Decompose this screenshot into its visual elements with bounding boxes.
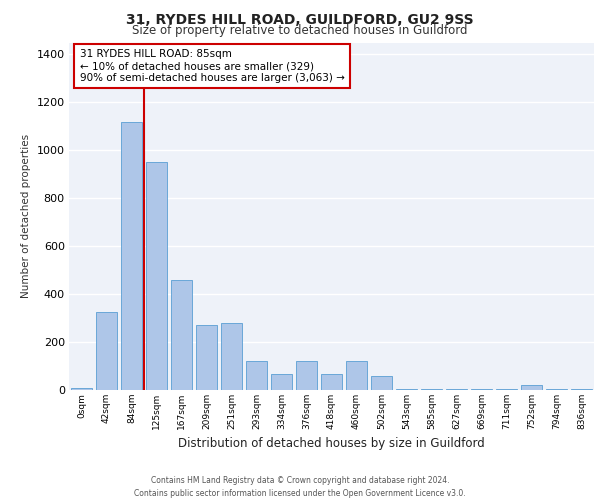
Bar: [521, 385, 542, 390]
Bar: [471, 389, 492, 390]
Bar: [121, 122, 142, 390]
Bar: [221, 323, 242, 390]
Y-axis label: Number of detached properties: Number of detached properties: [21, 134, 31, 298]
Text: Size of property relative to detached houses in Guildford: Size of property relative to detached ho…: [132, 24, 468, 37]
Bar: [571, 389, 592, 390]
Bar: [71, 388, 92, 390]
Text: 31 RYDES HILL ROAD: 85sqm
← 10% of detached houses are smaller (329)
90% of semi: 31 RYDES HILL ROAD: 85sqm ← 10% of detac…: [79, 50, 344, 82]
Text: 31, RYDES HILL ROAD, GUILDFORD, GU2 9SS: 31, RYDES HILL ROAD, GUILDFORD, GU2 9SS: [126, 12, 474, 26]
Bar: [171, 280, 192, 390]
Bar: [446, 389, 467, 390]
Text: Contains HM Land Registry data © Crown copyright and database right 2024.
Contai: Contains HM Land Registry data © Crown c…: [134, 476, 466, 498]
Bar: [496, 389, 517, 390]
Bar: [246, 361, 267, 390]
Bar: [346, 361, 367, 390]
Bar: [421, 389, 442, 390]
Bar: [271, 374, 292, 390]
Bar: [546, 389, 567, 390]
X-axis label: Distribution of detached houses by size in Guildford: Distribution of detached houses by size …: [178, 438, 485, 450]
Bar: [396, 389, 417, 390]
Bar: [321, 374, 342, 390]
Bar: [96, 312, 117, 390]
Bar: [296, 361, 317, 390]
Bar: [196, 326, 217, 390]
Bar: [146, 162, 167, 390]
Bar: [371, 376, 392, 390]
